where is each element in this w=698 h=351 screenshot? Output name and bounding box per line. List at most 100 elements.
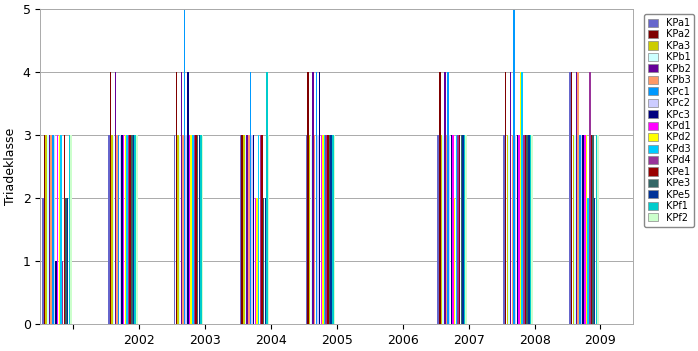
Bar bbox=[255, 198, 256, 324]
Bar bbox=[334, 135, 335, 324]
Bar bbox=[446, 135, 447, 324]
Bar bbox=[136, 135, 138, 324]
Bar bbox=[314, 135, 315, 324]
Bar bbox=[186, 135, 187, 324]
Bar bbox=[586, 135, 587, 324]
Bar bbox=[327, 135, 329, 324]
Bar bbox=[503, 135, 505, 324]
Bar bbox=[512, 135, 513, 324]
Bar bbox=[42, 198, 44, 324]
Bar bbox=[119, 135, 121, 324]
Bar bbox=[444, 72, 445, 324]
Bar bbox=[182, 135, 184, 324]
Bar bbox=[525, 135, 526, 324]
Bar bbox=[439, 72, 440, 324]
Bar bbox=[510, 72, 512, 324]
Bar bbox=[60, 135, 62, 324]
Bar bbox=[588, 198, 589, 324]
Bar bbox=[594, 198, 595, 324]
Bar bbox=[595, 135, 597, 324]
Bar bbox=[133, 135, 134, 324]
Bar bbox=[452, 135, 454, 324]
Bar bbox=[195, 135, 197, 324]
Bar bbox=[456, 135, 457, 324]
Bar bbox=[135, 135, 136, 324]
Bar bbox=[113, 135, 114, 324]
Bar bbox=[505, 72, 507, 324]
Bar bbox=[68, 135, 70, 324]
Bar bbox=[251, 135, 253, 324]
Bar bbox=[571, 72, 572, 324]
Bar bbox=[577, 72, 579, 324]
Bar bbox=[315, 72, 317, 324]
Bar bbox=[192, 135, 193, 324]
Bar bbox=[54, 135, 55, 324]
Bar bbox=[59, 135, 60, 324]
Bar bbox=[312, 72, 314, 324]
Bar bbox=[528, 135, 530, 324]
Bar bbox=[457, 135, 459, 324]
Bar bbox=[245, 135, 246, 324]
Bar bbox=[507, 135, 508, 324]
Bar bbox=[461, 135, 462, 324]
Bar bbox=[584, 135, 586, 324]
Bar bbox=[523, 135, 525, 324]
Bar bbox=[517, 135, 518, 324]
Bar bbox=[200, 135, 202, 324]
Bar bbox=[318, 135, 319, 324]
Bar bbox=[258, 135, 260, 324]
Bar bbox=[261, 135, 262, 324]
Bar bbox=[521, 72, 523, 324]
Bar bbox=[515, 135, 517, 324]
Bar bbox=[309, 135, 311, 324]
Bar bbox=[518, 135, 520, 324]
Bar bbox=[531, 135, 533, 324]
Bar bbox=[64, 135, 65, 324]
Bar bbox=[440, 135, 443, 324]
Bar bbox=[202, 135, 203, 324]
Bar bbox=[177, 135, 179, 324]
Bar bbox=[307, 72, 309, 324]
Bar bbox=[581, 135, 582, 324]
Bar bbox=[593, 135, 594, 324]
Bar bbox=[263, 198, 265, 324]
Bar bbox=[62, 261, 64, 324]
Bar bbox=[260, 135, 261, 324]
Bar bbox=[65, 198, 67, 324]
Bar bbox=[320, 135, 322, 324]
Bar bbox=[253, 135, 255, 324]
Bar bbox=[526, 135, 528, 324]
Bar bbox=[112, 135, 113, 324]
Bar bbox=[248, 135, 250, 324]
Bar bbox=[265, 198, 266, 324]
Bar bbox=[311, 135, 312, 324]
Bar bbox=[49, 135, 50, 324]
Bar bbox=[70, 135, 72, 324]
Bar bbox=[597, 135, 599, 324]
Bar bbox=[250, 72, 251, 324]
Bar bbox=[438, 135, 439, 324]
Bar bbox=[325, 135, 327, 324]
Bar bbox=[242, 135, 243, 324]
Bar bbox=[319, 72, 320, 324]
Bar bbox=[108, 135, 110, 324]
Bar bbox=[174, 135, 175, 324]
Bar bbox=[184, 9, 185, 324]
Bar bbox=[118, 135, 119, 324]
Bar bbox=[582, 135, 584, 324]
Bar bbox=[191, 135, 192, 324]
Bar bbox=[47, 135, 49, 324]
Bar bbox=[45, 135, 47, 324]
Bar bbox=[443, 135, 444, 324]
Bar bbox=[464, 135, 466, 324]
Bar bbox=[114, 72, 116, 324]
Bar bbox=[176, 72, 177, 324]
Bar bbox=[462, 135, 463, 324]
Bar bbox=[52, 135, 54, 324]
Bar bbox=[181, 72, 182, 324]
Bar bbox=[324, 135, 325, 324]
Bar bbox=[67, 198, 68, 324]
Bar bbox=[179, 135, 180, 324]
Bar bbox=[188, 135, 191, 324]
Bar bbox=[589, 72, 591, 324]
